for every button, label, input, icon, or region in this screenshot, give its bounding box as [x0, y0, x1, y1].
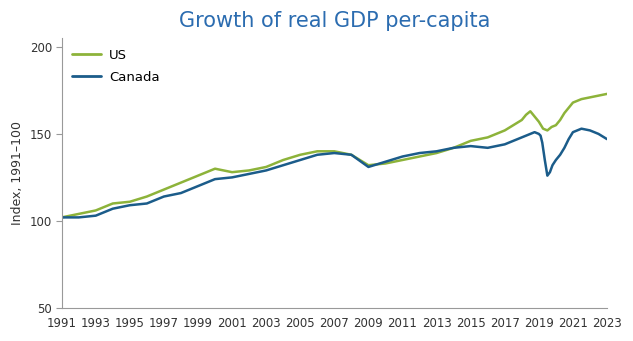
Canada [586, 128, 594, 132]
US [467, 139, 475, 143]
Canada [109, 207, 116, 211]
US [578, 97, 586, 101]
US [143, 194, 151, 198]
Canada [537, 134, 544, 138]
Canada [541, 158, 549, 162]
Canada [382, 160, 389, 164]
US [365, 163, 372, 167]
US [416, 154, 423, 159]
Canada [126, 203, 134, 207]
Canada [544, 174, 551, 178]
US [58, 216, 65, 220]
Canada [518, 135, 525, 139]
US [279, 158, 287, 162]
US [510, 123, 517, 127]
US [565, 106, 572, 110]
US [160, 188, 168, 192]
Canada [539, 140, 546, 145]
Canada [365, 165, 372, 169]
US [330, 149, 338, 153]
Canada [313, 153, 321, 157]
Canada [75, 216, 82, 220]
Canada [160, 194, 168, 198]
Canada [561, 146, 568, 150]
US [586, 95, 594, 100]
US [539, 127, 547, 131]
Canada [58, 216, 65, 220]
Canada [296, 158, 304, 162]
Canada [194, 184, 202, 188]
Canada [535, 132, 542, 136]
Canada [143, 202, 151, 206]
US [603, 92, 611, 96]
US [569, 101, 577, 105]
Canada [330, 151, 338, 155]
US [382, 161, 389, 165]
Canada [399, 154, 406, 159]
US [594, 93, 602, 98]
US [211, 167, 219, 171]
US [433, 151, 441, 155]
Canada [594, 132, 602, 136]
US [535, 120, 542, 124]
Legend: US, Canada: US, Canada [68, 45, 164, 88]
US [348, 153, 355, 157]
US [194, 174, 202, 178]
US [296, 153, 304, 157]
US [518, 118, 525, 122]
Canada [433, 149, 441, 153]
Canada [484, 146, 491, 150]
US [552, 123, 560, 127]
Canada [546, 170, 554, 174]
US [561, 111, 568, 115]
Canada [556, 153, 564, 157]
US [92, 208, 99, 212]
Canada [552, 158, 560, 162]
US [531, 115, 539, 119]
Canada [565, 137, 572, 141]
US [229, 170, 236, 174]
Line: US: US [61, 94, 607, 218]
US [399, 158, 406, 162]
US [246, 168, 253, 173]
US [313, 149, 321, 153]
Title: Growth of real GDP per-capita: Growth of real GDP per-capita [179, 11, 490, 31]
US [177, 181, 185, 185]
Canada [527, 132, 534, 136]
US [75, 212, 82, 216]
Canada [549, 163, 556, 167]
Canada [177, 191, 185, 195]
Canada [92, 213, 99, 218]
Canada [246, 172, 253, 176]
US [109, 202, 116, 206]
Canada [573, 128, 581, 132]
Canada [348, 153, 355, 157]
US [548, 125, 555, 129]
Canada [450, 146, 458, 150]
Canada [501, 142, 508, 146]
Canada [603, 137, 611, 141]
Canada [229, 175, 236, 179]
Y-axis label: Index, 1991–100: Index, 1991–100 [11, 121, 24, 225]
Canada [262, 168, 270, 173]
US [501, 128, 508, 132]
US [522, 113, 530, 117]
Line: Canada: Canada [61, 129, 607, 218]
US [527, 109, 534, 113]
Canada [416, 151, 423, 155]
Canada [279, 163, 287, 167]
US [126, 200, 134, 204]
Canada [569, 130, 577, 134]
Canada [578, 127, 586, 131]
Canada [211, 177, 219, 181]
US [556, 118, 564, 122]
US [262, 165, 270, 169]
US [544, 128, 551, 132]
Canada [467, 144, 475, 148]
US [484, 135, 491, 139]
US [450, 146, 458, 150]
Canada [531, 130, 539, 134]
